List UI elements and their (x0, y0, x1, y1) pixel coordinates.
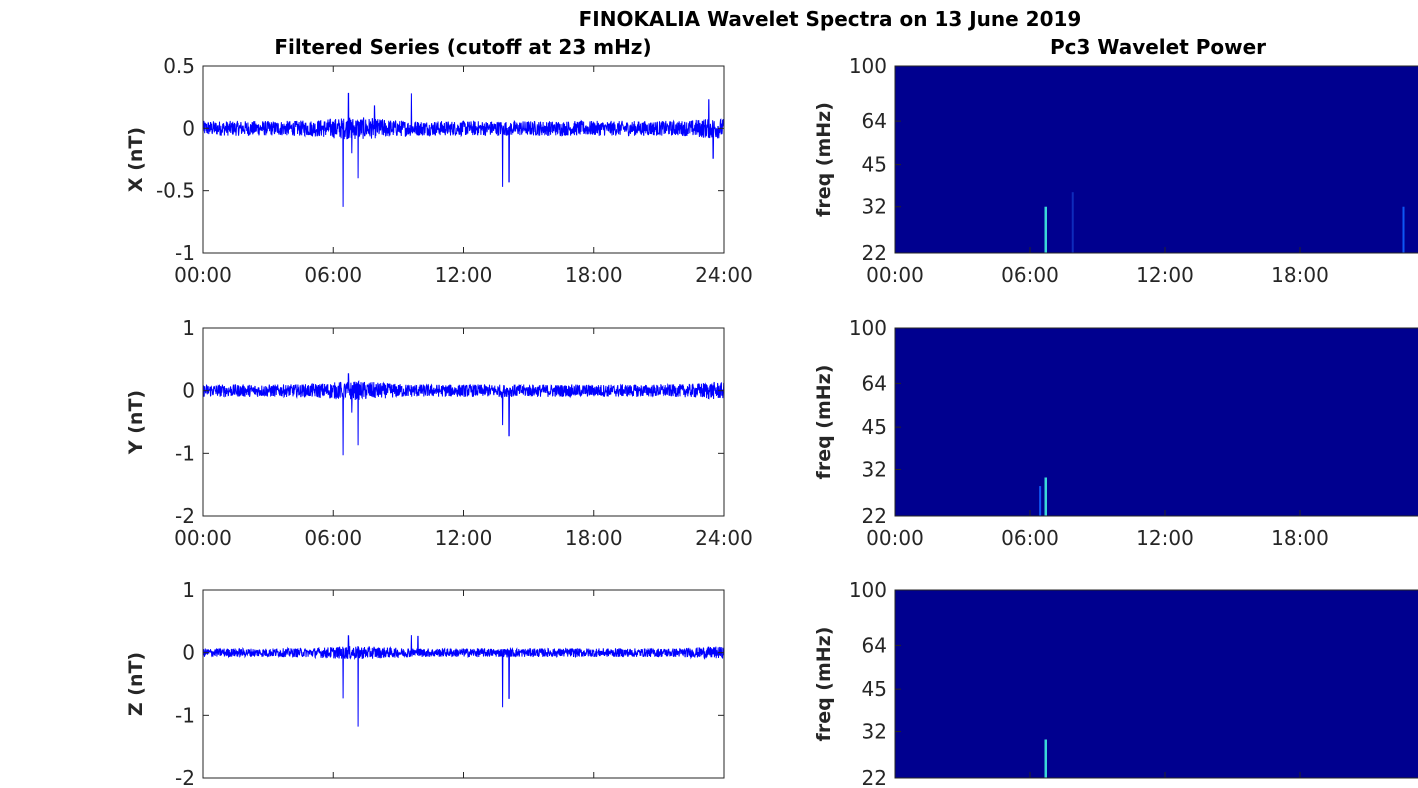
panels: 00:00 06:00 12:00 18:00 24:00 -1 -0.5 0 0.5 X (nT… (125, 54, 1418, 788)
y-tick-label: 22 (862, 241, 887, 265)
x-tick-label: 18:00 (1271, 263, 1329, 287)
y-tick-label: 100 (849, 316, 887, 340)
y-tick-label: -1 (175, 241, 195, 265)
plot-frame (202, 327, 725, 517)
series-trace (202, 373, 725, 456)
wavelet-power-background (895, 66, 1418, 253)
power-feature (1044, 739, 1047, 778)
x-tick-label: 06:00 (304, 263, 362, 287)
x-tick-label: 12:00 (1136, 263, 1194, 287)
x-tick-label: 12:00 (435, 526, 493, 550)
power-feature (1039, 486, 1042, 516)
series-panel-0: 00:00 06:00 12:00 18:00 24:00 -1 -0.5 0 0.5 X (nT… (125, 54, 753, 287)
y-tick-label: 32 (862, 195, 887, 219)
y-tick-label: -1 (175, 441, 195, 465)
y-tick-label: 0 (182, 641, 195, 665)
left-column-title: Filtered Series (cutoff at 23 mHz) (274, 35, 651, 59)
x-tick-label: 06:00 (1001, 263, 1059, 287)
x-tick-label: 18:00 (1271, 526, 1329, 550)
y-axis-label: Z (nT) (125, 652, 147, 716)
y-tick-label: 0.5 (163, 54, 195, 78)
y-tick-label: 45 (862, 677, 887, 701)
series-trace (202, 92, 725, 207)
series-trace (202, 635, 725, 727)
x-tick-label: 12:00 (1136, 526, 1194, 550)
figure-title: FINOKALIA Wavelet Spectra on 13 June 201… (579, 7, 1082, 31)
x-tick-label: 06:00 (304, 526, 362, 550)
y-tick-label: 64 (862, 633, 887, 657)
wavelet-power-background (895, 328, 1418, 516)
y-axis-label: X (nT) (125, 127, 147, 192)
y-tick-label: 1 (182, 316, 195, 340)
y-tick-label: 45 (862, 153, 887, 177)
power-feature (1402, 206, 1405, 253)
y-tick-label: 100 (849, 54, 887, 78)
x-tick-label: 24:00 (695, 263, 753, 287)
y-tick-label: -1 (175, 703, 195, 727)
x-tick-label: 00:00 (866, 526, 924, 550)
power-feature (1071, 192, 1074, 253)
y-tick-label: 0 (182, 116, 195, 140)
y-tick-label: 32 (862, 457, 887, 481)
plot-frame (202, 65, 725, 254)
x-tick-label: 00:00 (174, 526, 232, 550)
series-panel-2: -2 -1 0 1 Z (nT) (125, 578, 725, 788)
y-tick-label: -2 (175, 766, 195, 788)
x-tick-label: 18:00 (565, 526, 623, 550)
series-panel-1: 00:00 06:00 12:00 18:00 24:00 -2 -1 0 1 Y (nT) (125, 316, 753, 550)
y-tick-label: 45 (862, 415, 887, 439)
x-tick-label: 24:00 (695, 526, 753, 550)
y-axis-label: freq (mHz) (813, 365, 835, 480)
power-feature (1044, 206, 1047, 253)
x-tick-label: 12:00 (435, 263, 493, 287)
x-tick-label: 00:00 (174, 263, 232, 287)
y-tick-label: 100 (849, 578, 887, 602)
y-tick-label: 32 (862, 719, 887, 743)
x-tick-label: 00:00 (866, 263, 924, 287)
wavelet-panel-2: 22 32 45 64 100 freq (mHz) (813, 578, 1418, 788)
x-tick-label: 18:00 (565, 263, 623, 287)
plot-frame (202, 589, 725, 779)
y-tick-label: -2 (175, 504, 195, 528)
y-tick-label: 64 (862, 109, 887, 133)
y-axis-label: freq (mHz) (813, 627, 835, 742)
y-tick-label: 1 (182, 578, 195, 602)
x-tick-label: 06:00 (1001, 526, 1059, 550)
right-column-title: Pc3 Wavelet Power (1050, 35, 1266, 59)
y-tick-label: -0.5 (156, 179, 195, 203)
y-tick-label: 0 (182, 379, 195, 403)
y-tick-label: 22 (862, 504, 887, 528)
y-axis-label: Y (nT) (125, 390, 147, 455)
power-feature (1044, 477, 1047, 516)
y-axis-label: freq (mHz) (813, 102, 835, 217)
y-tick-label: 64 (862, 371, 887, 395)
wavelet-power-background (895, 590, 1418, 778)
y-tick-label: 22 (862, 766, 887, 788)
